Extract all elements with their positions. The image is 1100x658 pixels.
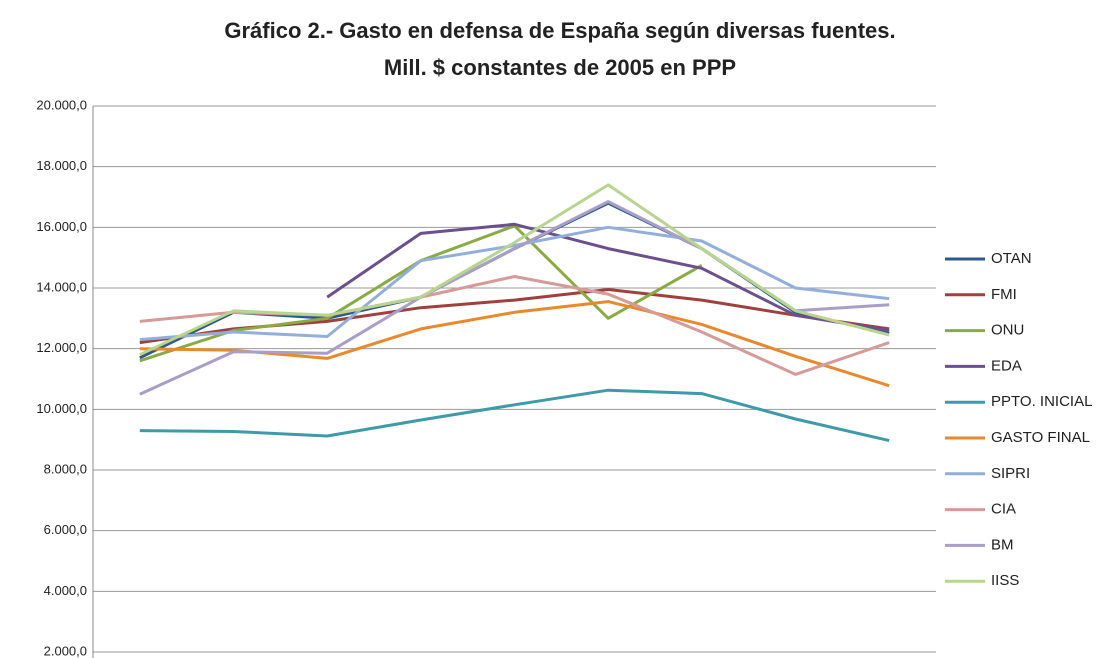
y-tick-label: 8.000,0 xyxy=(44,461,87,476)
legend-label: IISS xyxy=(991,572,1019,589)
legend-label: FMI xyxy=(991,286,1017,303)
legend-label: BM xyxy=(991,536,1014,553)
y-tick-label: 18.000,0 xyxy=(36,158,87,173)
legend-label: GASTO FINAL xyxy=(991,429,1090,446)
y-tick-label: 2.000,0 xyxy=(44,643,87,658)
y-tick-label: 12.000,0 xyxy=(36,340,87,355)
legend-label: OTAN xyxy=(991,250,1032,267)
legend-label: PPTO. INICIAL xyxy=(991,393,1092,410)
y-tick-label: 20.000,0 xyxy=(36,97,87,112)
y-tick-label: 16.000,0 xyxy=(36,219,87,234)
series-line xyxy=(139,183,890,357)
legend-label: EDA xyxy=(991,357,1022,374)
chart-subtitle: Mill. $ constantes de 2005 en PPP xyxy=(384,55,736,80)
y-tick-label: 4.000,0 xyxy=(44,583,87,598)
series-line xyxy=(139,275,890,376)
y-tick-label: 10.000,0 xyxy=(36,401,87,416)
chart-title: Gráfico 2.- Gasto en defensa de España s… xyxy=(224,18,895,43)
series-line xyxy=(326,222,890,332)
legend-label: SIPRI xyxy=(991,465,1030,482)
series-line xyxy=(139,225,890,342)
legend-label: ONU xyxy=(991,322,1024,339)
legend-label: CIA xyxy=(991,501,1016,518)
y-tick-label: 6.000,0 xyxy=(44,522,87,537)
y-tick-label: 14.000,0 xyxy=(36,279,87,294)
series-line xyxy=(139,388,890,443)
series-line xyxy=(139,224,703,363)
